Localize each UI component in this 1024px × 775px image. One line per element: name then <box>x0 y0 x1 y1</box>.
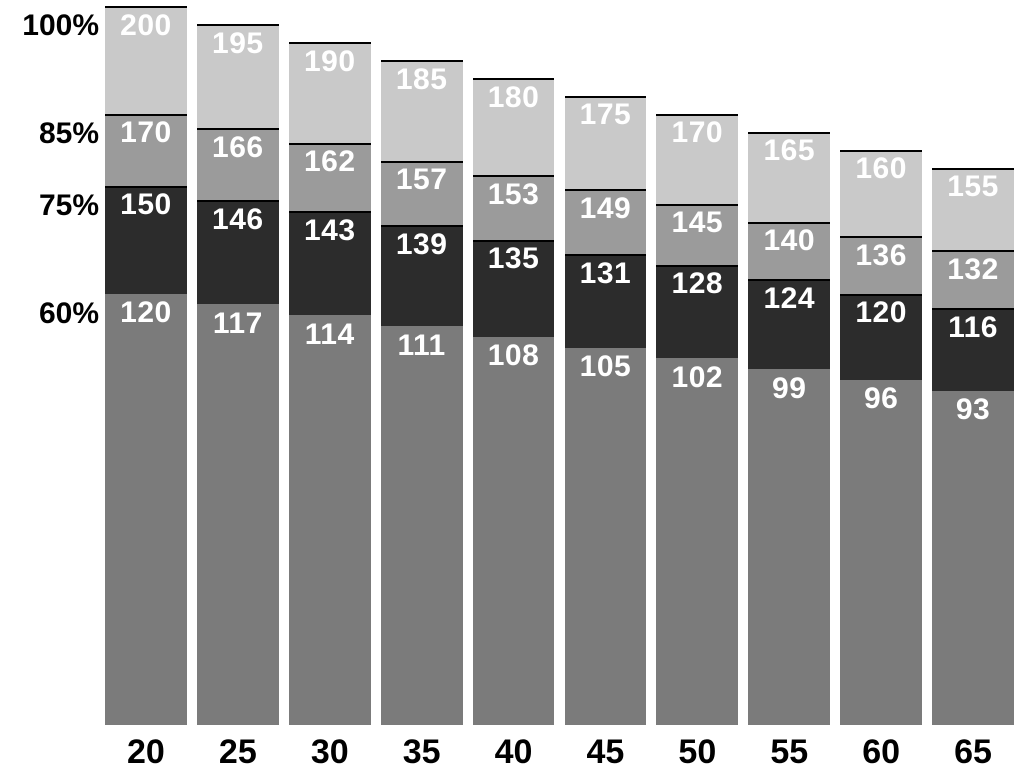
y-axis-label: 100% <box>22 9 105 43</box>
heart-rate-zone-chart: 100%85%75%60% 12015017020011714616619511… <box>0 0 1024 775</box>
y-axis: 100% 85% 75% 60% <box>0 6 105 725</box>
x-axis: 20 25 30 35 40 45 50 55 60 65 <box>105 6 1014 775</box>
y-axis-label: 85% <box>39 117 105 151</box>
x-axis-label: 35 <box>403 727 441 772</box>
y-axis-label: 60% <box>39 297 105 331</box>
x-axis-label: 30 <box>311 727 349 772</box>
x-axis-label: 50 <box>678 727 716 772</box>
x-axis-label: 55 <box>770 727 808 772</box>
x-axis-label: 40 <box>495 727 533 772</box>
x-axis-label: 45 <box>587 727 625 772</box>
x-axis-label: 60 <box>862 727 900 772</box>
x-axis-label: 25 <box>219 727 257 772</box>
y-axis-label: 75% <box>39 189 105 223</box>
x-axis-label: 20 <box>127 727 165 772</box>
x-axis-label: 65 <box>954 727 992 772</box>
